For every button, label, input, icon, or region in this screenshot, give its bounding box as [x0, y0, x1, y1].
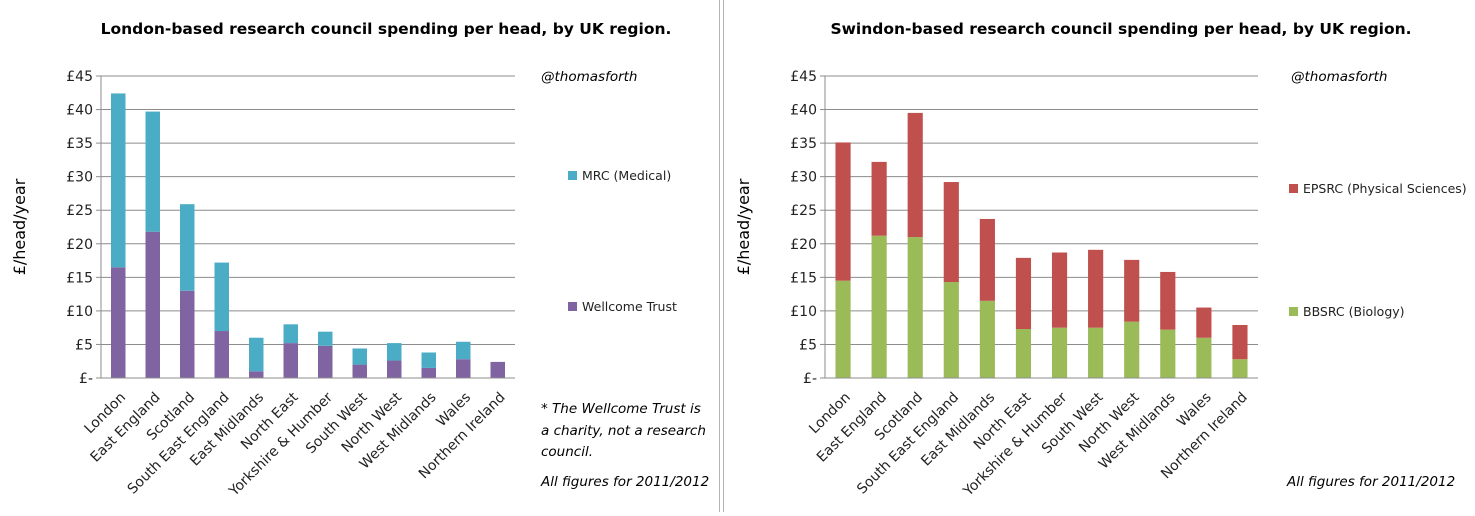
chart-title: London-based research council spending p…	[101, 20, 672, 38]
bar-wellcome-trust-northern-ireland	[490, 361, 505, 378]
bar-wellcome-trust-south-east-england	[214, 331, 229, 378]
bar-bbsrc-biology-london	[835, 280, 851, 378]
bar-wellcome-trust-south-west	[352, 364, 367, 378]
bar-epsrc-physical-sciences-wales	[1196, 307, 1212, 338]
y-tick-label: £10	[790, 304, 817, 320]
bar-mrc-medical-south-west	[352, 348, 367, 365]
y-tick-label: £20	[790, 237, 817, 253]
y-tick-label: £15	[66, 270, 93, 286]
bar-wellcome-trust-east-midlands	[249, 371, 264, 378]
bar-mrc-medical-east-england	[145, 111, 160, 232]
bar-wellcome-trust-east-england	[145, 231, 160, 378]
bar-epsrc-physical-sciences-west-midlands	[1160, 271, 1176, 330]
y-tick-label: £35	[66, 136, 93, 152]
bar-mrc-medical-north-east	[283, 324, 298, 344]
footnote-line: council.	[541, 444, 593, 460]
legend-label-epsrc-physical-sciences: EPSRC (Physical Sciences)	[1303, 181, 1467, 196]
bar-bbsrc-biology-east-midlands	[979, 300, 995, 378]
legend-label-wellcome-trust: Wellcome Trust	[582, 299, 677, 314]
legend-swatch-epsrc-physical-sciences	[1289, 184, 1298, 193]
y-tick-label: £40	[66, 103, 93, 119]
bar-wellcome-trust-scotland	[180, 290, 195, 378]
credit-text: @thomasforth	[541, 69, 637, 85]
y-axis-label: £/head/year	[734, 178, 753, 275]
y-tick-label: £10	[66, 304, 93, 320]
bar-bbsrc-biology-north-east	[1015, 329, 1032, 378]
bar-mrc-medical-north-west	[387, 343, 402, 361]
london-chart: London-based research council spending p…	[10, 20, 709, 500]
bar-bbsrc-biology-south-east-england	[943, 282, 959, 378]
bar-epsrc-physical-sciences-northern-ireland	[1232, 324, 1248, 360]
bar-epsrc-physical-sciences-south-west	[1088, 249, 1104, 328]
bar-epsrc-physical-sciences-south-east-england	[943, 182, 959, 283]
y-tick-label: £5	[75, 337, 93, 353]
y-tick-label: £45	[66, 69, 93, 85]
legend-label-bbsrc-biology: BBSRC (Biology)	[1303, 304, 1405, 319]
bar-mrc-medical-wales	[456, 341, 471, 360]
london-chart-panel: London-based research council spending p…	[0, 0, 718, 512]
y-tick-label: £25	[790, 203, 817, 219]
bar-bbsrc-biology-east-england	[871, 235, 887, 378]
y-tick-label: £-	[79, 371, 93, 387]
swindon-chart-panel: Swindon-based research council spending …	[726, 0, 1475, 512]
legend-swatch-wellcome-trust	[568, 302, 577, 311]
bar-epsrc-physical-sciences-east-midlands	[979, 218, 995, 301]
bar-epsrc-physical-sciences-east-england	[871, 161, 887, 236]
bar-bbsrc-biology-scotland	[907, 237, 923, 378]
y-tick-label: £30	[66, 170, 93, 186]
bar-mrc-medical-east-midlands	[249, 337, 264, 372]
bar-wellcome-trust-yorkshire-humber	[318, 345, 333, 378]
y-tick-label: £15	[790, 270, 817, 286]
bar-mrc-medical-scotland	[180, 204, 195, 291]
panel-divider-right	[723, 0, 724, 512]
bar-bbsrc-biology-yorkshire-humber	[1051, 327, 1068, 378]
bar-epsrc-physical-sciences-london	[835, 142, 851, 281]
bar-bbsrc-biology-west-midlands	[1160, 329, 1176, 378]
bar-epsrc-physical-sciences-north-east	[1015, 257, 1032, 330]
y-tick-label: £5	[799, 337, 817, 353]
bar-bbsrc-biology-wales	[1196, 337, 1212, 378]
footnote-line: * The Wellcome Trust is	[541, 401, 701, 417]
bar-epsrc-physical-sciences-scotland	[907, 112, 923, 238]
bar-wellcome-trust-wales	[456, 359, 471, 378]
y-tick-label: £-	[803, 371, 817, 387]
y-tick-label: £40	[790, 103, 817, 119]
panel-divider-left	[719, 0, 720, 512]
bar-bbsrc-biology-north-west	[1124, 321, 1140, 378]
bar-wellcome-trust-north-east	[283, 343, 298, 378]
y-axis-label: £/head/year	[10, 178, 29, 275]
legend-swatch-bbsrc-biology	[1289, 307, 1298, 316]
y-tick-label: £30	[790, 170, 817, 186]
legend-swatch-mrc-medical	[568, 171, 577, 180]
bar-wellcome-trust-london	[111, 267, 126, 378]
swindon-chart: Swindon-based research council spending …	[734, 20, 1467, 500]
bar-wellcome-trust-west-midlands	[421, 367, 436, 378]
bar-mrc-medical-west-midlands	[421, 352, 436, 368]
bar-epsrc-physical-sciences-yorkshire-humber	[1051, 252, 1068, 328]
y-tick-label: £45	[790, 69, 817, 85]
bar-epsrc-physical-sciences-north-west	[1124, 259, 1140, 322]
bar-mrc-medical-south-east-england	[214, 262, 229, 332]
bar-mrc-medical-london	[111, 93, 126, 268]
bar-wellcome-trust-north-west	[387, 360, 402, 378]
bar-bbsrc-biology-south-west	[1088, 327, 1104, 378]
period-note: All figures for 2011/2012	[540, 474, 709, 490]
chart-title: Swindon-based research council spending …	[830, 20, 1411, 38]
legend-label-mrc-medical: MRC (Medical)	[582, 168, 671, 183]
bar-mrc-medical-yorkshire-humber	[318, 331, 333, 346]
y-tick-label: £35	[790, 136, 817, 152]
credit-text: @thomasforth	[1291, 69, 1387, 85]
y-tick-label: £20	[66, 237, 93, 253]
footnote-line: a charity, not a research	[541, 423, 706, 439]
y-tick-label: £25	[66, 203, 93, 219]
bar-bbsrc-biology-northern-ireland	[1232, 359, 1248, 378]
period-note: All figures for 2011/2012	[1286, 474, 1455, 490]
